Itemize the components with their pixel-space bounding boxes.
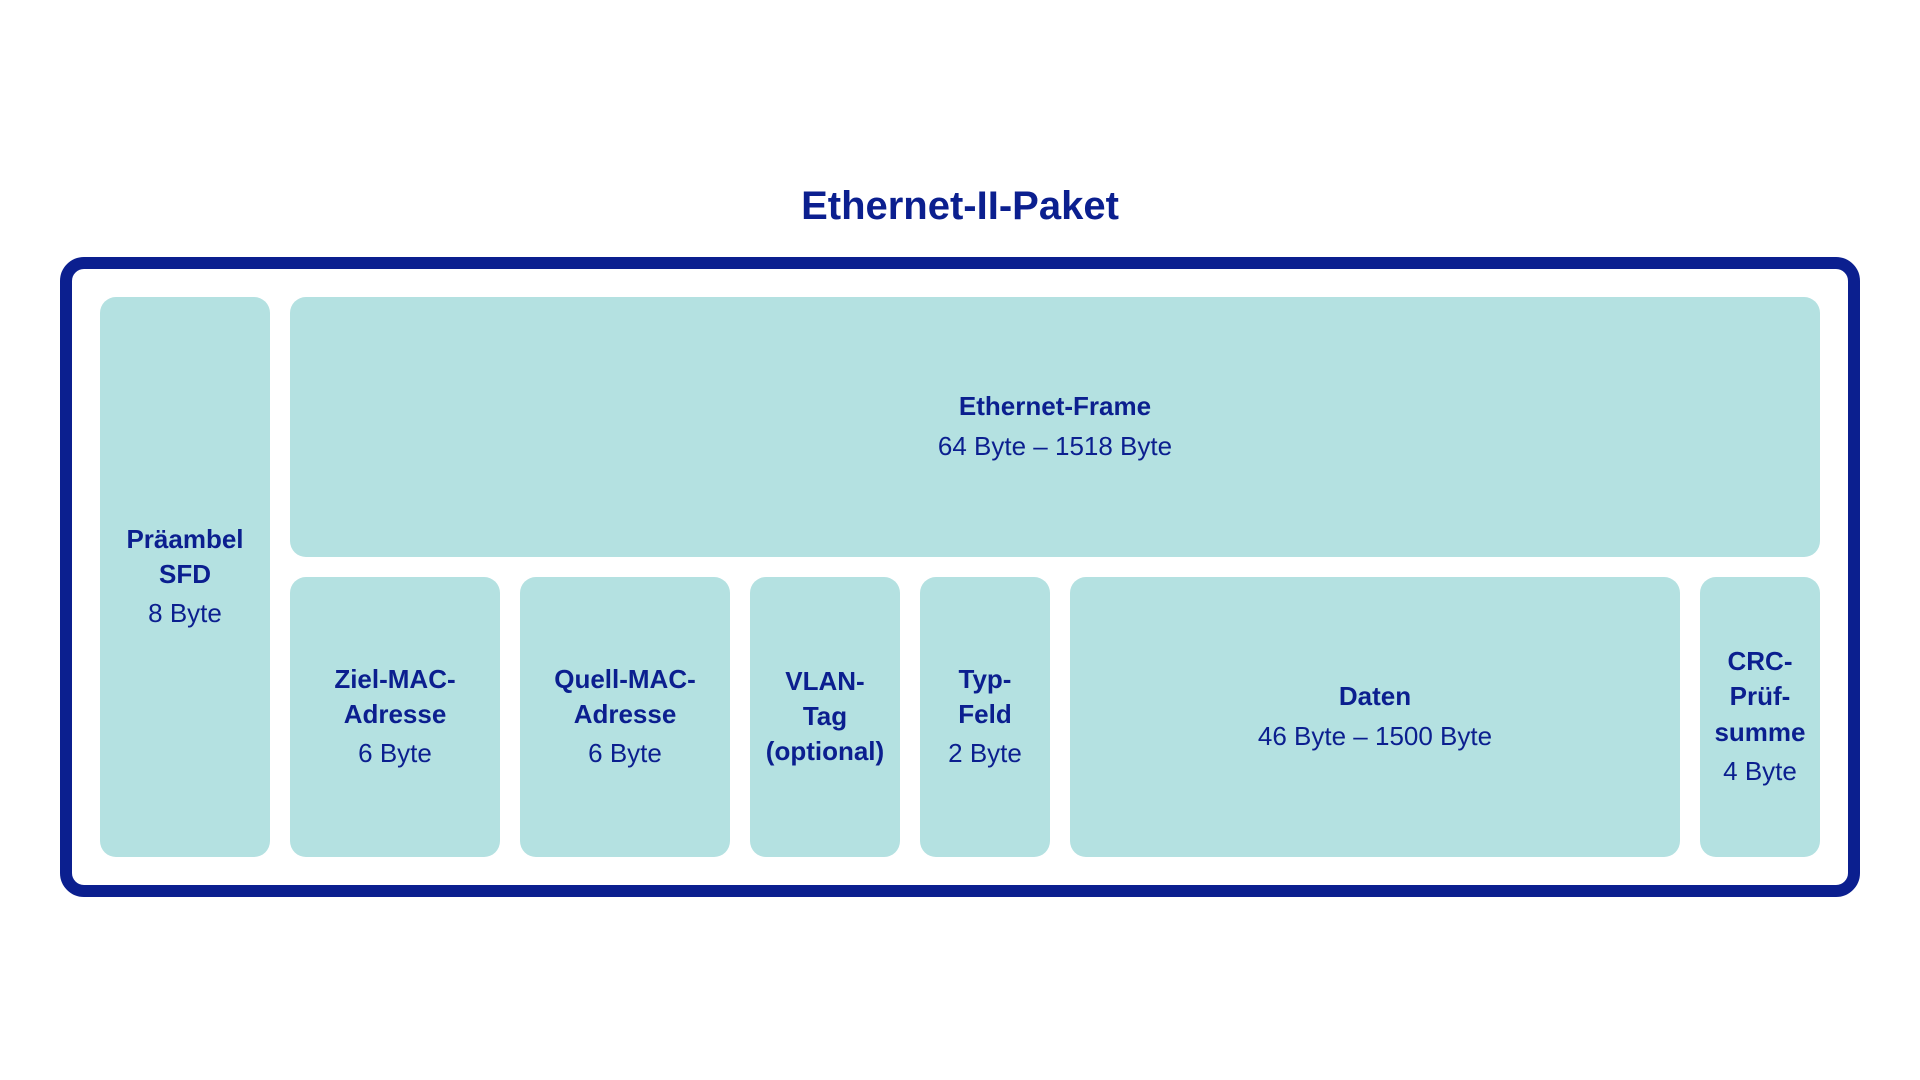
frame-column: Ethernet-Frame 64 Byte – 1518 Byte Ziel-…	[290, 297, 1820, 857]
src-mac-size: 6 Byte	[588, 736, 662, 771]
vlan-label-1: VLAN-Tag	[764, 664, 886, 734]
dest-mac-label-2: Adresse	[344, 697, 447, 732]
crc-label-1: CRC-	[1728, 644, 1793, 679]
packet-row: Präambel SFD 8 Byte Ethernet-Frame 64 By…	[100, 297, 1820, 857]
type-field-block: Typ-Feld 2 Byte	[920, 577, 1050, 857]
dest-mac-size: 6 Byte	[358, 736, 432, 771]
frame-header-label: Ethernet-Frame	[959, 389, 1151, 424]
data-block: Daten 46 Byte – 1500 Byte	[1070, 577, 1680, 857]
src-mac-label-2: Adresse	[574, 697, 677, 732]
data-size: 46 Byte – 1500 Byte	[1258, 719, 1492, 754]
preamble-block: Präambel SFD 8 Byte	[100, 297, 270, 857]
preamble-size: 8 Byte	[148, 596, 222, 631]
packet-container: Präambel SFD 8 Byte Ethernet-Frame 64 By…	[60, 257, 1860, 897]
diagram-title: Ethernet-II-Paket	[801, 184, 1119, 229]
type-size: 2 Byte	[948, 736, 1022, 771]
crc-block: CRC- Prüf- summe 4 Byte	[1700, 577, 1820, 857]
frame-header-block: Ethernet-Frame 64 Byte – 1518 Byte	[290, 297, 1820, 557]
preamble-label-2: SFD	[159, 557, 211, 592]
vlan-tag-block: VLAN-Tag (optional)	[750, 577, 900, 857]
vlan-label-2: (optional)	[766, 734, 884, 769]
frame-fields-row: Ziel-MAC- Adresse 6 Byte Quell-MAC- Adre…	[290, 577, 1820, 857]
src-mac-label-1: Quell-MAC-	[554, 662, 696, 697]
crc-label-2: Prüf-	[1730, 679, 1791, 714]
dest-mac-label-1: Ziel-MAC-	[334, 662, 455, 697]
dest-mac-block: Ziel-MAC- Adresse 6 Byte	[290, 577, 500, 857]
type-label: Typ-Feld	[934, 662, 1036, 732]
crc-label-3: summe	[1714, 715, 1805, 750]
crc-size: 4 Byte	[1723, 754, 1797, 789]
preamble-column: Präambel SFD 8 Byte	[100, 297, 270, 857]
src-mac-block: Quell-MAC- Adresse 6 Byte	[520, 577, 730, 857]
data-label: Daten	[1339, 679, 1411, 714]
frame-header-size: 64 Byte – 1518 Byte	[938, 429, 1172, 464]
preamble-label-1: Präambel	[126, 522, 243, 557]
